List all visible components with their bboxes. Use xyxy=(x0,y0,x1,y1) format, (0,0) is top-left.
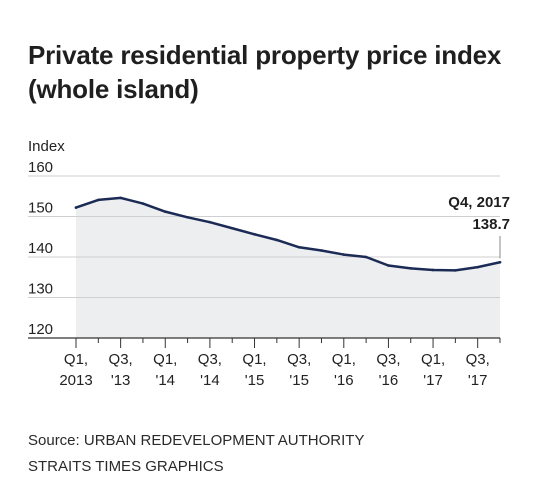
data-point xyxy=(476,265,479,269)
x-tick-label: Q3, xyxy=(109,351,133,368)
x-tick-label: '14 xyxy=(155,372,175,389)
area-fill xyxy=(76,197,500,338)
annotation-value: 138.7 xyxy=(472,216,510,233)
data-point xyxy=(297,245,301,249)
source-line-1: Source: URBAN REDEVELOPMENT AUTHORITY xyxy=(28,432,365,449)
data-point xyxy=(387,264,390,267)
x-tick-label: Q3, xyxy=(376,351,400,368)
data-point xyxy=(208,220,212,224)
x-tick-label: Q3, xyxy=(287,351,311,368)
y-tick-label: 130 xyxy=(28,281,53,298)
x-tick-label: '14 xyxy=(200,372,220,389)
x-tick-label: Q1, xyxy=(153,351,177,368)
line-chart: 160 150 140 130 120 Index Q1, 2013 Q3, '13 Q1, '14 Q… xyxy=(28,138,510,389)
x-tick-label: Q1, xyxy=(64,351,88,368)
chart-title-line-2: (whole island) xyxy=(28,74,199,104)
y-tick-label: 120 xyxy=(28,321,53,338)
source-note: Source: URBAN REDEVELOPMENT AUTHORITY ST… xyxy=(28,428,364,480)
x-tick-label: '13 xyxy=(111,372,131,389)
x-tick-label: 2013 xyxy=(59,372,92,389)
data-point xyxy=(431,268,435,272)
x-tick-label: Q1, xyxy=(332,351,356,368)
x-tick-label: '17 xyxy=(423,372,443,389)
x-tick-label: '15 xyxy=(245,372,265,389)
y-axis-label: Index xyxy=(28,138,65,155)
chart-title-line-1: Private residential property price index xyxy=(28,40,502,70)
data-point xyxy=(230,226,234,230)
data-point xyxy=(74,206,78,209)
data-point xyxy=(141,202,145,205)
series-line xyxy=(74,196,502,272)
x-tick-label: Q1, xyxy=(421,351,445,368)
data-point xyxy=(119,196,122,200)
data-point xyxy=(97,198,100,202)
y-tick-label: 160 xyxy=(28,159,53,176)
x-tick-label: '16 xyxy=(334,372,354,389)
chart-title: Private residential property price index… xyxy=(28,38,528,106)
y-tick-label: 140 xyxy=(28,240,53,257)
data-point xyxy=(364,255,368,259)
x-tick-label: '17 xyxy=(468,372,488,389)
data-point xyxy=(253,233,256,236)
data-point xyxy=(163,210,167,213)
data-point xyxy=(454,269,457,272)
credit-line: STRAITS TIMES GRAPHICS xyxy=(28,458,224,475)
y-tick-label: 150 xyxy=(28,200,53,217)
data-point xyxy=(275,238,279,242)
x-tick-label: '15 xyxy=(289,372,309,389)
data-point xyxy=(320,249,323,252)
annotation-date: Q4, 2017 xyxy=(448,194,510,211)
x-tick-label: Q3, xyxy=(466,351,490,368)
x-tick-label: Q3, xyxy=(198,351,222,368)
data-point xyxy=(498,260,502,264)
data-point xyxy=(342,253,346,256)
data-point xyxy=(186,216,189,219)
x-tick-label: Q1, xyxy=(242,351,266,368)
x-tick-label: '16 xyxy=(379,372,399,389)
data-point xyxy=(409,267,413,270)
